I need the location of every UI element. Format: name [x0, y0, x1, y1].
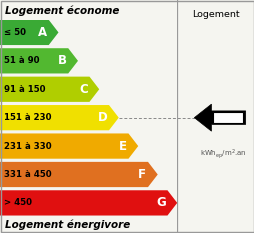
Polygon shape — [0, 162, 157, 187]
Text: G: G — [155, 196, 165, 209]
Polygon shape — [0, 134, 138, 159]
Text: Logement énergivore: Logement énergivore — [5, 219, 130, 230]
Text: B: B — [57, 54, 66, 67]
Text: Logement économe: Logement économe — [5, 6, 119, 16]
Polygon shape — [0, 190, 177, 216]
Polygon shape — [0, 105, 118, 130]
Polygon shape — [0, 77, 99, 102]
Polygon shape — [194, 104, 245, 131]
Text: 151 à 230: 151 à 230 — [4, 113, 52, 122]
Text: 231 à 330: 231 à 330 — [4, 142, 52, 151]
Text: 51 à 90: 51 à 90 — [4, 56, 40, 65]
Text: E: E — [118, 140, 126, 153]
Text: Logement: Logement — [192, 10, 239, 20]
Text: > 450: > 450 — [4, 198, 32, 207]
Text: 331 à 450: 331 à 450 — [4, 170, 52, 179]
Polygon shape — [0, 48, 78, 73]
Text: 91 à 150: 91 à 150 — [4, 85, 46, 94]
Text: F: F — [138, 168, 146, 181]
Text: kWh$_{\sf ep}$/m$^2$.an: kWh$_{\sf ep}$/m$^2$.an — [200, 147, 246, 161]
Text: ≤ 50: ≤ 50 — [4, 28, 26, 37]
Text: C: C — [79, 83, 87, 96]
Bar — [212, 112, 242, 123]
Text: A: A — [38, 26, 47, 39]
Text: D: D — [97, 111, 107, 124]
Polygon shape — [0, 20, 58, 45]
